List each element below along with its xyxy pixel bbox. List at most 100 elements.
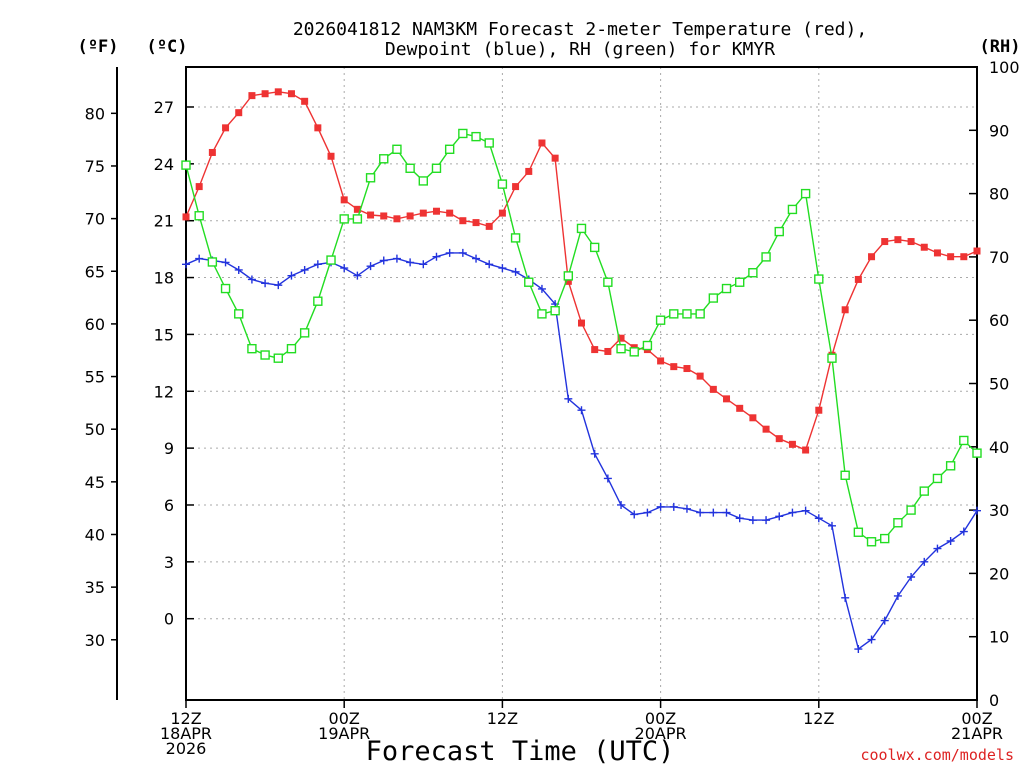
dewpoint-point	[234, 265, 243, 274]
dewpoint-point	[511, 267, 520, 276]
gridlines	[186, 67, 977, 700]
rh-point	[207, 257, 218, 267]
celsius-tick-label: 12	[154, 382, 174, 401]
rh-point	[972, 448, 982, 458]
dewpoint-point	[617, 500, 626, 509]
rh-point	[761, 252, 771, 262]
temperature-point	[380, 212, 388, 220]
rh-point	[774, 226, 784, 237]
dewpoint-point	[287, 271, 296, 280]
rh-line	[185, 132, 978, 543]
rh-point	[471, 131, 481, 142]
celsius-tick-label: 21	[154, 212, 174, 231]
x-tick-label: 19APR	[318, 724, 370, 743]
temperature-point	[775, 435, 783, 443]
x-tick-label: 12Z	[170, 709, 201, 728]
temperature-point	[208, 148, 216, 156]
celsius-tick-label: 3	[164, 553, 174, 572]
rh-point	[853, 527, 864, 537]
celsius-tick-label: 9	[164, 439, 174, 458]
x-tick-label: 18APR	[160, 724, 212, 743]
rh-point	[655, 315, 666, 325]
rh-point	[563, 271, 574, 281]
temperature-point	[419, 209, 427, 217]
rh-tick-label: 100	[989, 58, 1020, 77]
rh-point	[787, 204, 798, 215]
temperature-point	[973, 247, 981, 255]
dewpoint-point	[893, 591, 902, 600]
dewpoint-point	[340, 264, 349, 273]
temperature-point	[340, 196, 348, 204]
rh-point	[893, 518, 903, 528]
fahrenheit-tick-label: 40	[85, 525, 105, 544]
temperature-point	[274, 88, 282, 96]
temperature-point	[907, 238, 915, 246]
celsius-tick-label: 0	[164, 610, 174, 629]
temperature-point	[551, 154, 559, 162]
celsius-tick-label: 24	[154, 155, 174, 174]
temperature-point	[248, 92, 256, 100]
temperature-point	[353, 205, 361, 213]
rh-point	[721, 283, 732, 294]
rh-point	[365, 173, 376, 183]
series-temperature	[182, 88, 981, 454]
x-tick-label: 00Z	[645, 709, 676, 728]
dewpoint-point	[261, 279, 270, 288]
rh-point	[484, 138, 494, 148]
temperature-point	[406, 212, 414, 220]
fahrenheit-tick-label: 55	[85, 368, 105, 387]
dewpoint-point	[643, 508, 652, 517]
fahrenheit-tick-label: 80	[85, 104, 105, 123]
fahrenheit-tick-label: 30	[85, 631, 105, 650]
rh-tick-label: 30	[989, 501, 1009, 520]
rh-point	[458, 128, 468, 139]
dewpoint-point	[458, 248, 467, 257]
dewpoint-point	[973, 506, 981, 515]
temperature-point	[301, 97, 309, 105]
rh-point	[220, 283, 231, 294]
dewpoint-point	[775, 512, 784, 521]
temperature-point	[182, 213, 190, 221]
rh-point	[616, 343, 626, 354]
fahrenheit-tick-label: 60	[85, 315, 105, 334]
temperature-point	[578, 319, 585, 327]
temperature-point	[485, 222, 493, 230]
celsius-tick-label: 6	[164, 496, 174, 515]
dewpoint-point	[630, 510, 639, 519]
rh-tick-label: 70	[989, 248, 1009, 267]
rh-point	[326, 255, 336, 265]
temperature-point	[933, 249, 941, 257]
rh-tick-label: 10	[989, 628, 1009, 647]
fahrenheit-tick-label: 70	[85, 210, 105, 229]
dewpoint-point	[696, 508, 705, 517]
temperature-point	[604, 347, 612, 355]
chart-title-line-1: 2026041812 NAM3KM Forecast 2-meter Tempe…	[293, 19, 867, 40]
dewpoint-point	[564, 394, 573, 403]
rh-point	[550, 306, 560, 316]
temperature-point	[696, 372, 704, 380]
rh-point	[814, 274, 824, 284]
x-tick-label: 2026	[166, 739, 207, 758]
dewpoint-point	[920, 557, 929, 566]
dewpoint-point	[472, 254, 481, 263]
temperature-point	[222, 124, 230, 132]
fahrenheit-tick-label: 35	[85, 578, 105, 597]
rh-point	[194, 211, 204, 221]
dewpoint-point	[748, 516, 757, 525]
dewpoint-point	[946, 536, 955, 545]
temperature-point	[723, 395, 731, 403]
dewpoint-point	[445, 248, 454, 257]
temperature-point	[947, 253, 955, 261]
dewpoint-point	[221, 258, 230, 267]
x-tick-label: 12Z	[487, 709, 518, 728]
dewpoint-point	[392, 254, 401, 263]
fahrenheit-tick-label: 45	[85, 473, 105, 492]
dewpoint-point	[801, 506, 810, 515]
rh-point	[510, 233, 521, 243]
rh-unit-label: (RH)	[980, 37, 1021, 57]
dewpoint-point	[907, 573, 916, 582]
celsius-tick-label: 15	[154, 325, 174, 344]
dewpoint-point	[353, 271, 362, 280]
rh-point	[735, 277, 745, 287]
